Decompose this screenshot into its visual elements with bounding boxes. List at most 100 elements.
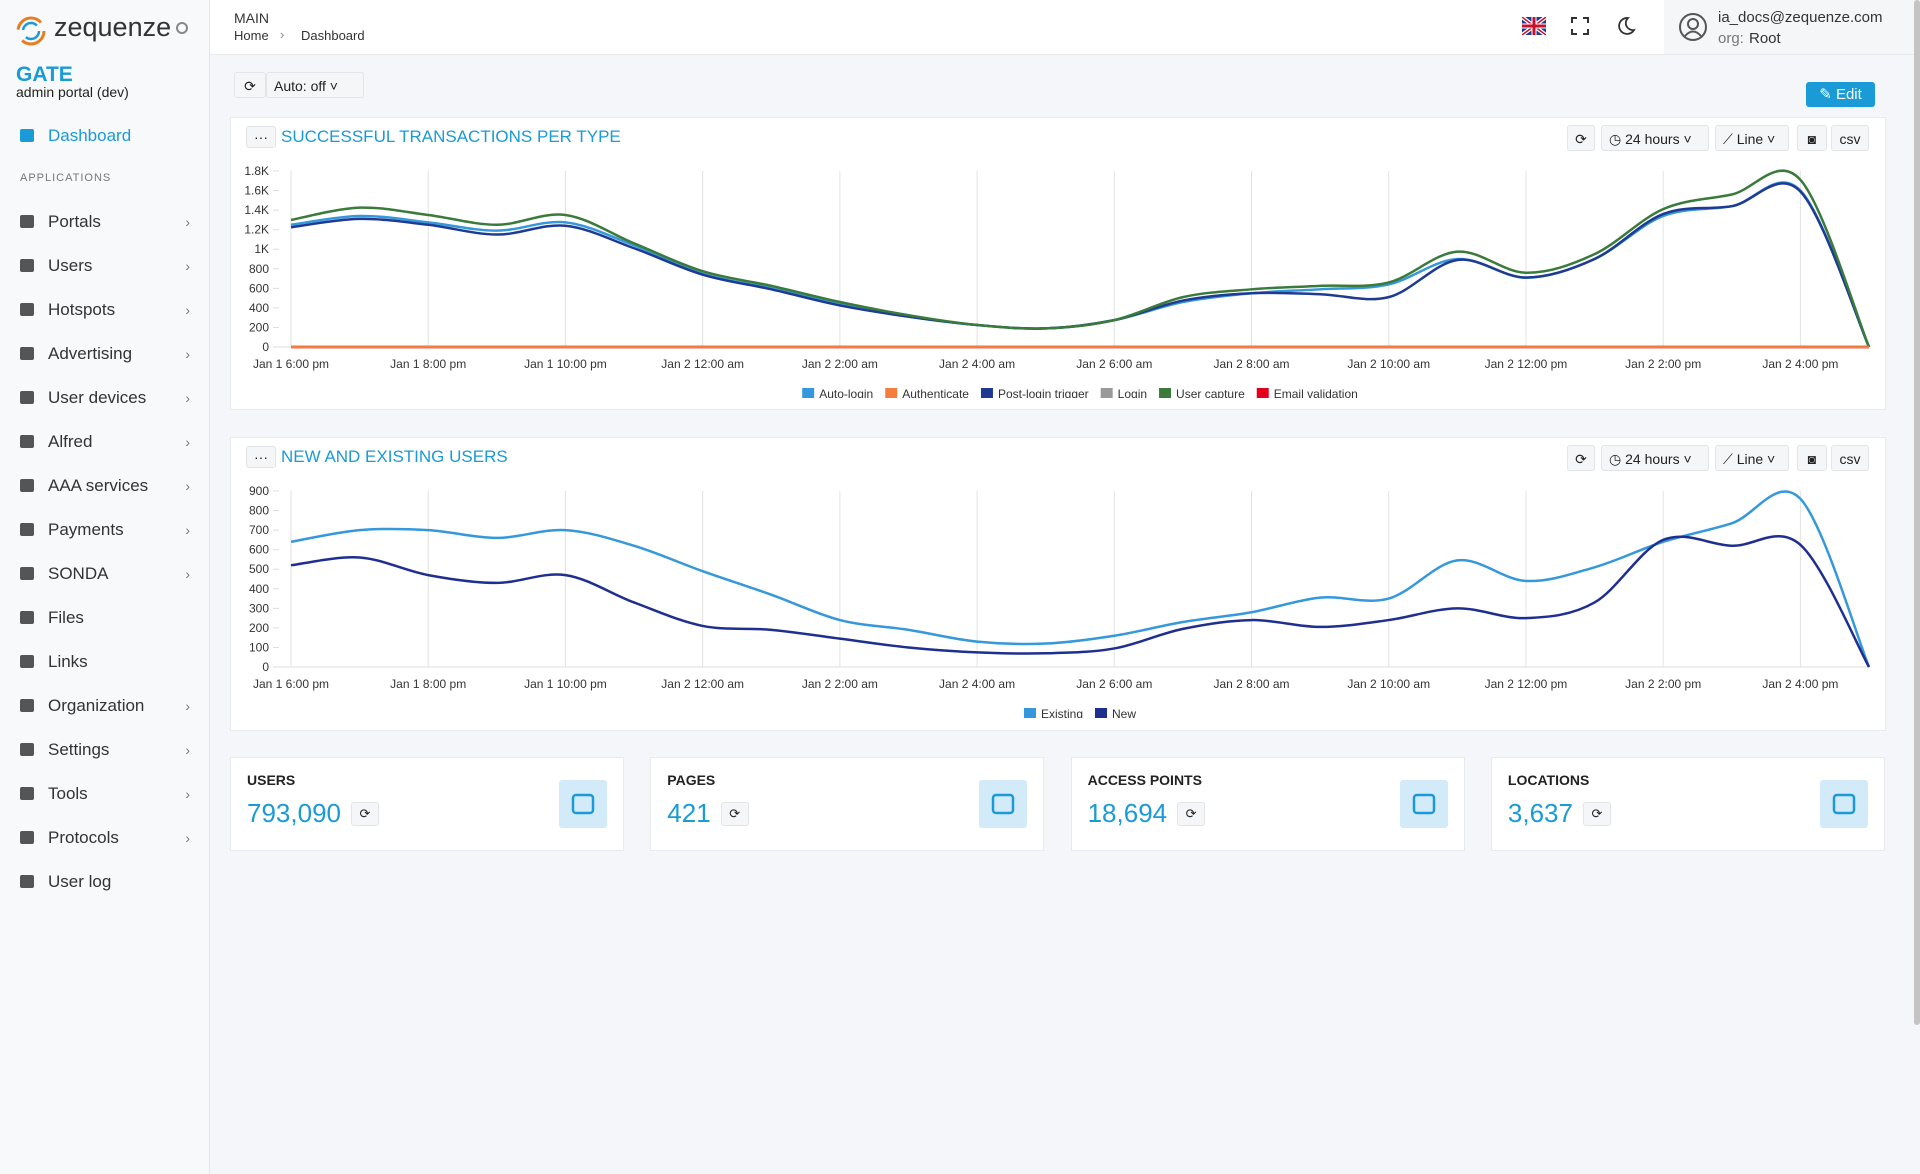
stat-refresh-button[interactable]: ⟳ (720, 802, 749, 826)
stat-label: PAGES (667, 772, 716, 788)
legend-label: Auto-login (819, 387, 873, 398)
nav-label: Links (48, 652, 88, 671)
y-tick-label: 300 (249, 601, 269, 615)
nav-item[interactable]: Portals › (20, 210, 190, 234)
x-tick-label: Jan 2 4:00 pm (1762, 677, 1838, 691)
chart: 0 100 200 300 400 500 600 700 800 900 Jan 1 6:00 p… (249, 484, 1871, 718)
x-tick-label: Jan 2 8:00 am (1213, 677, 1289, 691)
dark-mode-button[interactable] (1616, 16, 1636, 36)
logo-mark (16, 16, 46, 46)
nav-chevron: › (185, 434, 190, 450)
nav-item[interactable]: AAA services › (20, 474, 190, 498)
x-tick-label: Jan 2 12:00 pm (1485, 357, 1568, 371)
screenshot-button[interactable]: ◙ (1797, 125, 1827, 151)
nav-chevron: › (185, 214, 190, 230)
sidebar: zequenze GATE admin portal (dev) APPLICA… (0, 0, 210, 1174)
nav-icon (20, 567, 34, 580)
scrollbar[interactable] (1914, 0, 1920, 1025)
legend: Existing New (1023, 707, 1136, 718)
stat-value: 3,637 ⟳ (1508, 798, 1611, 830)
stat-icon-shape (1412, 793, 1435, 815)
stat-icon-glyph (992, 793, 1015, 815)
x-tick-label: Jan 1 10:00 pm (524, 357, 607, 371)
chart-panel: ··· SUCCESSFUL TRANSACTIONS PER TYPE ⟳ ◷ 24… (230, 117, 1886, 410)
y-tick-label: 1.8K (244, 164, 269, 178)
nav-chevron: › (185, 258, 190, 274)
chart-panel: ··· NEW AND EXISTING USERS ⟳ ◷ 24 hours ˅ ⟋ … (230, 437, 1886, 731)
nav-item[interactable]: Files (20, 606, 190, 630)
legend-swatch (1256, 388, 1269, 398)
csv-button[interactable]: csv (1831, 445, 1869, 471)
view-caret: ˅ (1763, 131, 1776, 147)
fullscreen-button[interactable] (1571, 17, 1589, 35)
y-tick-label: 100 (249, 640, 269, 654)
legend-label: Email validation (1274, 387, 1358, 398)
user-menu[interactable]: ia_docs@zequenze.com org: Root (1664, 0, 1920, 54)
stat-icon-shape (571, 793, 595, 815)
stat-refresh-button[interactable]: ⟳ (1177, 802, 1206, 826)
nav-item[interactable]: Settings › (20, 738, 190, 762)
csv-button[interactable]: csv (1831, 125, 1869, 151)
refresh-button[interactable]: ⟳ (234, 72, 266, 98)
nav-chevron: › (185, 346, 190, 362)
edit-button[interactable]: ✎ Edit (1806, 82, 1875, 107)
series-line (290, 534, 1871, 668)
y-tick-label: 1.6K (244, 184, 269, 198)
stat-refresh-button[interactable]: ⟳ (1582, 802, 1611, 826)
legend-swatch (802, 388, 815, 398)
range-dropdown[interactable]: ◷ 24 hours ˅ (1601, 125, 1709, 151)
nav-item[interactable]: Alfred › (20, 430, 190, 454)
nav-label: Files (48, 608, 84, 627)
nav-item[interactable]: User log (20, 870, 190, 894)
nav-item[interactable]: Advertising › (20, 342, 190, 366)
nav-item[interactable]: Payments › (20, 518, 190, 542)
chart-menu-button[interactable]: ··· (246, 446, 276, 468)
auto-refresh-dropdown[interactable]: Auto: off ˅ (266, 72, 364, 98)
nav-item[interactable]: Tools › (20, 782, 190, 806)
view-dropdown[interactable]: ⟋ Line ˅ (1715, 125, 1789, 151)
screenshot-button[interactable]: ◙ (1797, 445, 1827, 471)
nav-chevron: › (185, 698, 190, 714)
stat-label: LOCATIONS (1507, 772, 1590, 788)
language-flag[interactable] (1522, 17, 1546, 35)
nav-item[interactable]: Organization › (20, 694, 190, 718)
legend-label: Post-login trigger (998, 387, 1089, 398)
range-dropdown[interactable]: ◷ 24 hours ˅ (1601, 445, 1709, 471)
nav-icon (20, 303, 34, 316)
nav-item[interactable]: SONDA › (20, 562, 190, 586)
nav-label: AAA services (48, 476, 149, 495)
nav-label: Users (48, 256, 93, 275)
nav-item[interactable]: Users › (20, 254, 190, 278)
y-tick-label: 0 (262, 340, 269, 354)
user-avatar (1679, 13, 1707, 41)
chart-refresh-button[interactable]: ⟳ (1567, 445, 1595, 471)
range-caret: ˅ (1679, 131, 1692, 147)
view-dropdown[interactable]: ⟋ Line ˅ (1715, 445, 1789, 471)
nav-item[interactable]: Dashboard (20, 124, 190, 148)
nav-item[interactable]: Links (20, 650, 190, 674)
y-tick-label: 800 (249, 262, 269, 276)
stat-value: 793,090 ⟳ (247, 798, 379, 830)
chart-title: SUCCESSFUL TRANSACTIONS PER TYPE (281, 127, 621, 146)
breadcrumb-home[interactable]: Home (234, 28, 269, 43)
pin-toggle[interactable] (176, 22, 188, 34)
stat-refresh-button[interactable]: ⟳ (350, 802, 379, 826)
nav-icon (20, 391, 34, 404)
chart-menu-button[interactable]: ··· (246, 126, 276, 148)
nav-icon (20, 743, 34, 756)
nav-item[interactable]: User devices › (20, 386, 190, 410)
nav-icon (20, 215, 34, 228)
range-caret: ˅ (1679, 451, 1692, 467)
nav-item[interactable]: Hotspots › (20, 298, 190, 322)
x-tick-label: Jan 2 4:00 am (939, 677, 1015, 691)
legend-swatch (1159, 388, 1172, 398)
nav-icon (20, 875, 34, 888)
nav-item[interactable]: Protocols › (20, 826, 190, 850)
range-icon: ◷ (1609, 131, 1626, 147)
view-icon: ⟋ (1723, 451, 1737, 467)
x-tick-label: Jan 2 2:00 am (802, 677, 878, 691)
chart-refresh-button[interactable]: ⟳ (1567, 125, 1595, 151)
y-tick-label: 600 (249, 281, 269, 295)
y-tick-label: 600 (249, 543, 269, 557)
